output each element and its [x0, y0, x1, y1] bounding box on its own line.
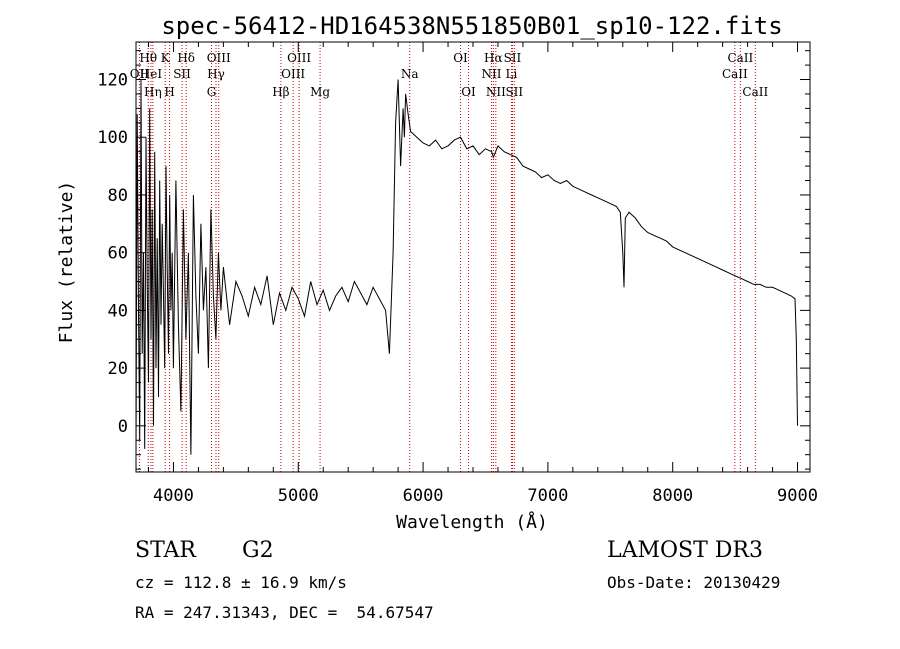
spectral-line-markers: [138, 42, 756, 472]
y-axis-label: Flux (relative): [56, 181, 77, 344]
line-label-18: Hα: [484, 51, 503, 65]
line-label-16: OI: [453, 51, 468, 65]
plot-frame: [135, 41, 811, 473]
line-label-20: NII: [486, 85, 506, 99]
line-label-4: K: [161, 51, 171, 65]
line-label-9: Hγ: [207, 67, 225, 81]
line-label-19: NII: [481, 67, 501, 81]
x-tick-label-2: 6000: [403, 486, 444, 506]
line-label-24: CaII: [727, 51, 753, 65]
y-tick-label-5: 100: [97, 128, 128, 148]
line-label-15: Na: [401, 67, 419, 81]
x-tick-label-4: 8000: [652, 486, 693, 506]
line-label-5: SII: [173, 67, 191, 81]
object-type: STAR: [135, 538, 196, 563]
y-tick-label-2: 40: [108, 301, 128, 321]
line-label-25: CaII: [722, 67, 748, 81]
line-label-7: Hδ: [177, 51, 195, 65]
line-label-0: Hθ: [139, 51, 157, 65]
x-tick-label-3: 7000: [527, 486, 568, 506]
spectrum-line: [135, 79, 798, 455]
y-tick-label-3: 60: [108, 244, 128, 264]
line-label-2: HeI: [140, 67, 163, 81]
chart-title: spec-56412-HD164538N551850B01_sp10-122.f…: [161, 12, 782, 40]
line-label-17: OI: [461, 85, 476, 99]
line-label-22: Li: [506, 67, 518, 81]
x-tick-label-5: 9000: [777, 486, 818, 506]
object-subclass: G2: [242, 538, 274, 563]
y-tick-label-1: 20: [108, 359, 128, 379]
line-label-14: Mg: [310, 85, 330, 99]
line-label-13: OIII: [281, 67, 305, 81]
y-tick-label-0: 0: [118, 417, 128, 437]
line-label-21: SII: [504, 51, 522, 65]
obs-date: Obs-Date: 20130429: [607, 573, 781, 592]
line-label-12: OIII: [287, 51, 311, 65]
x-tick-label-1: 5000: [278, 486, 319, 506]
line-label-23: SII: [505, 85, 523, 99]
coordinates: RA = 247.31343, DEC = 54.67547: [135, 603, 434, 622]
y-tick-label-4: 80: [108, 186, 128, 206]
x-tick-label-0: 4000: [153, 486, 194, 506]
line-label-1: OII: [130, 67, 150, 81]
x-axis-label: Wavelength (Å): [396, 511, 548, 533]
y-axis-ticks: 0 20 40 60 80 100 120: [97, 50, 810, 470]
y-tick-label-6: 120: [97, 71, 128, 91]
line-label-10: G: [207, 85, 217, 99]
survey-name: LAMOST DR3: [607, 538, 763, 563]
redshift-cz: cz = 112.8 ± 16.9 km/s: [135, 573, 347, 592]
line-label-6: H: [164, 85, 174, 99]
x-axis-ticks: 4000 5000 6000 7000 8000 9000: [147, 42, 818, 506]
line-label-3: Hη: [144, 85, 162, 99]
line-label-11: Hβ: [272, 85, 289, 99]
line-label-8: OIII: [207, 51, 231, 65]
line-label-26: CaII: [742, 85, 768, 99]
